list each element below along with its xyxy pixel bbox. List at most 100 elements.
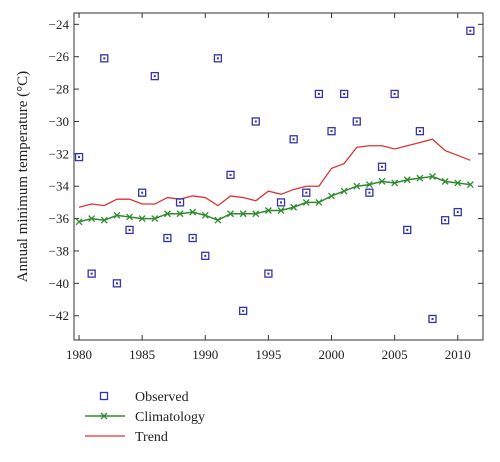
climatology-point [302,198,310,206]
y-tick-label: −28 [49,82,69,97]
climatology-point [176,210,184,218]
observed-point-center [242,309,245,312]
y-tick-label: −32 [49,146,69,161]
observed-point-center [406,228,409,231]
climatology-point [315,198,323,206]
climatology-point [201,211,209,219]
x-tick-label: 1990 [192,347,218,362]
observed-point-center [103,57,106,60]
x-tick-label: 2005 [382,347,408,362]
observed-point [440,216,450,225]
observed-point [276,198,286,207]
legend-item-trend: Trend [85,430,168,445]
legend-item-climatology: Climatology [85,410,205,425]
observed-point-center [393,92,396,95]
legend: Observed Climatology Trend [85,390,205,445]
legend-observed-label: Observed [135,390,189,405]
observed-point [163,233,172,243]
climatology-point [429,173,436,180]
observed-point-center [418,130,421,133]
x-tick-label: 1995 [255,347,281,362]
y-tick-label: −34 [49,179,70,194]
observed-point [390,89,399,99]
climatology-point [189,208,197,216]
y-axis-title: Annual minimum temperature (°C) [15,71,31,282]
y-tick-label: −38 [49,243,69,258]
climatology-point [100,216,108,224]
observed-point [339,89,349,99]
climatology-point [88,215,96,223]
observed-point [125,225,134,235]
climatology-point [353,182,361,190]
climatology-point [138,215,146,223]
legend-observed-marker [99,391,109,401]
observed-point [264,269,273,278]
observed-point-center [280,201,283,204]
climatology-point [264,207,272,214]
observed-point-center [431,317,434,320]
climatology-point [403,176,411,184]
observed-point [251,117,260,126]
y-tick-label: −30 [49,114,69,129]
climatology-point [290,203,298,211]
observed-point-center [78,156,81,159]
climatology-point [214,216,222,224]
observed-point-center [128,228,131,231]
observed-point [352,117,361,126]
observed-point-center [153,75,156,78]
climatology-point [416,174,424,182]
climatology-point [466,181,474,189]
observed-point-center [216,57,219,60]
x-tick-label: 1985 [129,347,155,362]
climatology-point [151,215,159,223]
y-tick-label: −40 [49,276,69,291]
observed-point [201,251,210,260]
observed-point [138,188,147,197]
climatology-point [391,179,399,187]
observed-point-center [317,92,320,95]
climatology-point [441,177,449,185]
y-tick-label: −24 [49,17,70,32]
climatology-point [277,207,285,214]
observed-point [175,198,185,207]
observed-point [100,54,109,63]
y-tick-label: −26 [49,49,70,64]
x-tick-label: 2010 [445,347,471,362]
observed-point-center [355,120,358,123]
climatology-point [75,218,83,226]
observed-point-center [166,237,169,240]
legend-trend-label: Trend [135,430,168,445]
observed-point [428,314,437,324]
observed-point-center [292,138,295,141]
observed-point [314,89,324,99]
legend-climatology-label: Climatology [135,410,205,425]
climatology-point [378,177,386,185]
legend-item-observed: Observed [99,390,189,405]
climatology-point [365,181,373,189]
observed-point-center [305,191,308,194]
observed-point [213,54,223,63]
observed-point-center [90,272,93,275]
climatology-point [239,210,247,218]
climatology-point [163,210,171,218]
y-axis: −24 −26 −28 −30 −32 −34 −36 −38 −40 −42 [49,17,483,323]
climatology-point [252,210,260,218]
observed-point [415,127,425,136]
climatology-point [227,210,234,218]
observed-point [239,306,248,316]
observed-point-center [179,201,182,204]
climatology-point [454,179,462,187]
observed-point-center [115,282,118,285]
plot-frame [73,12,484,341]
legend-climatology-marker [100,412,108,420]
observed-point-center [368,191,371,194]
observed-point-center [381,165,384,168]
observed-point-center [330,130,333,133]
observed-point-center [229,173,232,176]
x-axis: 1980 1985 1990 1995 2000 2005 2010 [66,13,471,362]
observed-point-center [141,191,144,194]
climatology-point [113,211,121,219]
y-tick-label: −42 [49,308,69,323]
observed-point [302,188,311,197]
